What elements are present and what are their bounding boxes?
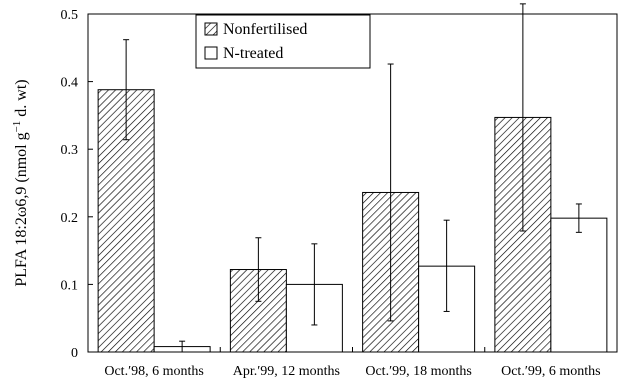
y-axis-title: PLFA 18:2ω6,9 (nmol g−1 d. wt) (11, 79, 30, 286)
legend-box (195, 14, 371, 69)
y-tick-label: 0.3 (61, 143, 79, 158)
axes-layer: 0 0.1 0.2 0.3 0.4 0.5 Oct.′98, 6 months Apr.′99… (61, 8, 618, 379)
legend-label: N-treated (223, 45, 283, 62)
y-axis-title-exponent: −1 (11, 121, 23, 133)
legend-swatch-n-treated (204, 46, 218, 60)
legend-swatch-nonfertilised (204, 22, 218, 36)
x-category-label: Apr.′99, 12 months (233, 364, 340, 379)
y-tick-label: 0.5 (61, 8, 79, 23)
legend: Nonfertilised N-treated (195, 14, 371, 69)
bars-layer (97, 89, 608, 353)
y-tick-label: 0 (71, 346, 78, 361)
x-category-label: Oct.′98, 6 months (104, 364, 204, 379)
bar-n-treated-3 (550, 217, 608, 353)
y-axis-title-main: PLFA 18:2ω6,9 (nmol g (13, 132, 30, 286)
y-tick-label: 0.4 (61, 76, 79, 91)
y-tick-label: 0.1 (61, 278, 79, 293)
error-bars-layer (123, 3, 582, 353)
y-axis-title-tail: d. wt) (13, 79, 30, 120)
y-tick-label: 0.2 (61, 211, 79, 226)
legend-label: Nonfertilised (223, 21, 307, 38)
x-category-label: Oct.′99, 18 months (365, 364, 472, 379)
x-category-label: Oct.′99, 6 months (501, 364, 601, 379)
